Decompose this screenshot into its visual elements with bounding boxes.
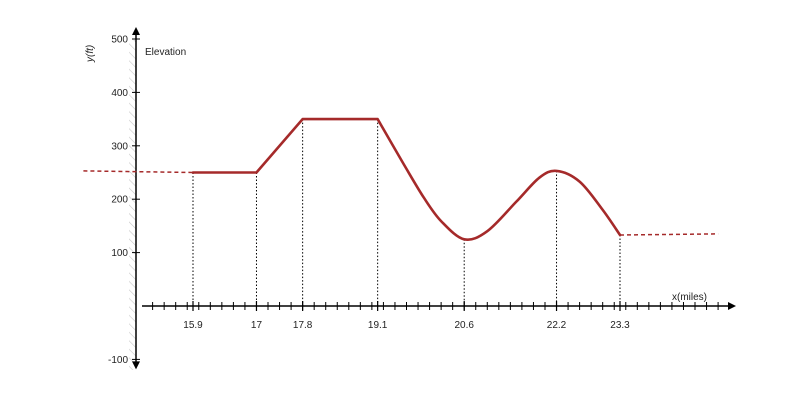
x-tick-label: 20.6 [454,320,474,331]
x-tick-label: 17 [251,320,263,331]
series-extension-dashed [619,233,719,236]
y-tick-label: 200 [111,195,128,206]
x-axis-arrow [728,302,736,310]
y-tick-label: 400 [111,88,128,99]
y-tick-label: -100 [108,355,128,366]
y-axis-label: y(ft) [85,45,96,63]
chart-title: Elevation [145,47,186,58]
x-tick-label: 15.9 [183,320,203,331]
series-extension-dashed [83,170,194,174]
x-tick-label: 22.2 [547,320,567,331]
series-group [83,117,719,241]
drop-lines [192,119,621,306]
axes [132,27,736,370]
tick-labels: 100 200 300 400 500 -100 15.9 17 17.8 19.1 20.6 22.… [108,35,630,366]
x-tick-label: 17.8 [293,320,313,331]
hatched-wall [129,40,136,370]
y-axis-arrow-up [132,27,140,35]
y-tick-label: 500 [111,35,128,46]
y-axis-arrow-down [132,361,140,370]
series-line-elevation [191,117,622,241]
x-tick-label: 19.1 [368,320,388,331]
x-axis-label: x(miles) [672,292,707,303]
y-tick-label: 100 [111,248,128,259]
x-tick-label: 23.3 [610,320,630,331]
y-tick-label: 300 [111,141,128,152]
